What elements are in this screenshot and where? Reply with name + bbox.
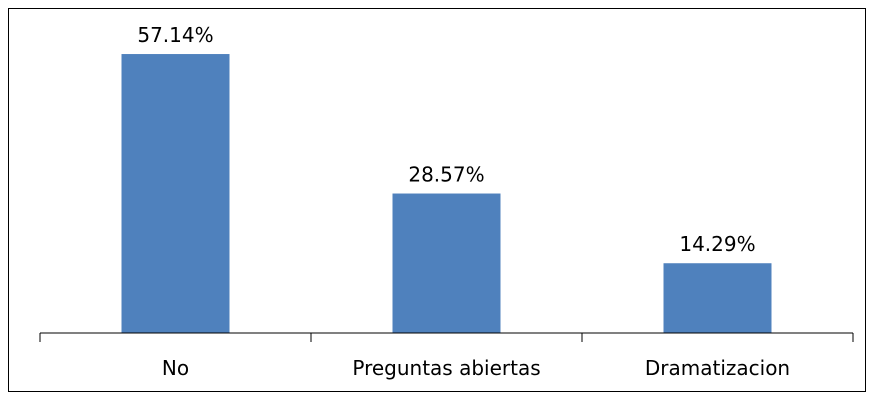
x-tick-label: Preguntas abiertas	[352, 356, 540, 380]
x-axis	[39, 332, 854, 342]
x-tick-label: Dramatizacion	[645, 356, 790, 380]
labels-layer: 57.14% No 28.57% Preguntas abiertas 14.29% Dr…	[137, 23, 790, 380]
bar-dramatizacion	[663, 263, 772, 333]
x-tick-label: No	[162, 356, 189, 380]
bars-layer	[121, 54, 772, 334]
data-label: 28.57%	[408, 163, 484, 187]
bar-preguntas-abiertas	[392, 193, 501, 333]
data-label: 14.29%	[679, 232, 755, 256]
data-label: 57.14%	[137, 23, 213, 47]
bar-no	[121, 54, 230, 334]
